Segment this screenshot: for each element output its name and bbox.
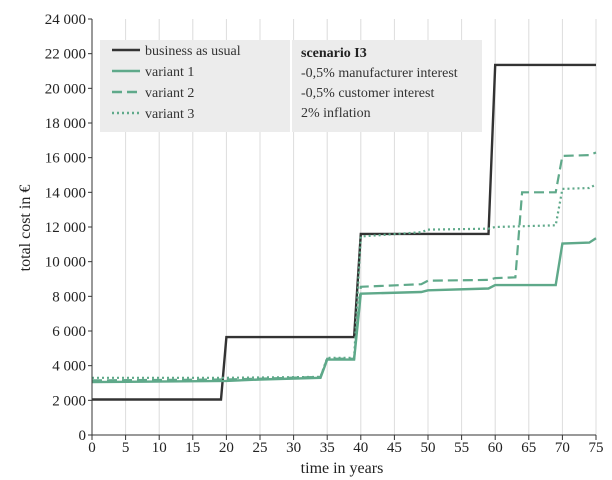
- annotation-title: scenario I3: [301, 46, 367, 61]
- x-tick-label: 60: [488, 440, 503, 456]
- y-tick-label: 10 000: [45, 255, 86, 271]
- series-line-business-as-usual: [92, 63, 596, 401]
- x-tick-label: 0: [88, 440, 96, 456]
- x-axis-title: time in years: [301, 460, 384, 477]
- x-tick-label: 30: [286, 440, 301, 456]
- y-tick-label: 24 000: [45, 12, 86, 28]
- x-tick-label: 50: [421, 440, 436, 456]
- y-tick-label: 12 000: [45, 220, 86, 236]
- axes: 0 5 10 15 20 25 30 35 40 45 50 55 60 65 70 75 0 2 000 4 00…: [45, 12, 604, 456]
- annotation-line-1: -0,5% manufacturer interest: [301, 66, 458, 81]
- y-tick-label: 0: [79, 428, 87, 444]
- x-tick-label: 70: [555, 440, 570, 456]
- series-line-variant-3: [92, 183, 597, 379]
- y-tick-label: 18 000: [45, 116, 86, 132]
- series-line-variant-1: [91, 237, 597, 384]
- legend-label-variant-3: variant 3: [145, 107, 194, 122]
- x-tick-label: 20: [219, 440, 234, 456]
- x-tick-label: 40: [353, 440, 368, 456]
- y-tick-label: 6 000: [52, 324, 86, 340]
- y-tick-label: 8 000: [52, 289, 86, 305]
- x-tick-label: 25: [253, 440, 268, 456]
- x-tick-label: 35: [320, 440, 335, 456]
- legend-background: [100, 40, 290, 132]
- annotation-background: [292, 40, 482, 132]
- legend-label-variant-2: variant 2: [145, 86, 194, 101]
- y-tick-label: 20 000: [45, 81, 86, 97]
- y-tick-label: 16 000: [45, 151, 86, 167]
- series-layer: [91, 63, 597, 401]
- x-tick-label: 55: [454, 440, 469, 456]
- y-axis-title: total cost in €: [17, 185, 34, 272]
- x-tick-label: 5: [122, 440, 130, 456]
- annotation-line-2: -0,5% customer interest: [301, 86, 434, 101]
- legend: business as usual variant 1 variant 2 varia…: [100, 40, 290, 132]
- x-tick-label: 65: [521, 440, 536, 456]
- series-line-variant-2: [91, 151, 597, 382]
- y-tick-label: 2 000: [52, 393, 86, 409]
- annotation-line-3: 2% inflation: [301, 106, 371, 121]
- y-tick-label: 22 000: [45, 47, 86, 63]
- y-tick-label: 4 000: [52, 359, 86, 375]
- x-tick-label: 10: [152, 440, 167, 456]
- x-tick-label: 45: [387, 440, 402, 456]
- scenario-annotation: scenario I3 -0,5% manufacturer interest …: [292, 40, 482, 132]
- x-tick-label: 15: [185, 440, 200, 456]
- legend-label-variant-1: variant 1: [145, 65, 194, 80]
- legend-label-business-as-usual: business as usual: [145, 44, 241, 59]
- x-tick-label: 75: [589, 440, 604, 456]
- y-tick-label: 14 000: [45, 185, 86, 201]
